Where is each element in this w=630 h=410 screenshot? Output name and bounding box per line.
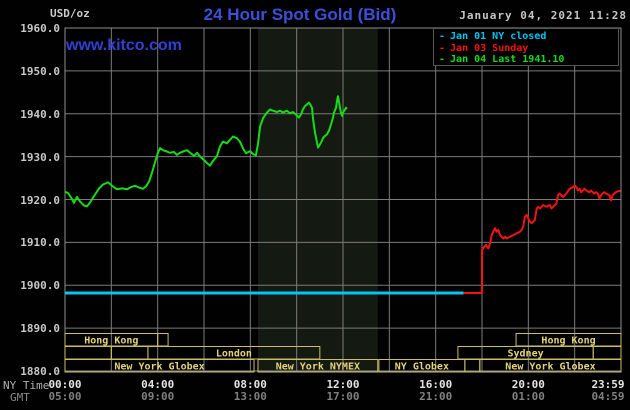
x-tick-ny-time: 08:00 (233, 378, 267, 391)
y-tick-label: 1960.0 (20, 22, 60, 35)
x-tick-gmt: 05:00 (48, 390, 82, 403)
session-box-unlabeled (64, 346, 112, 360)
datetime-label: January 04, 2021 11:28 (459, 9, 627, 22)
x-tick-gmt: 09:00 (141, 390, 175, 403)
session-label: London (216, 349, 252, 360)
legend-item: - Jan 01 NY closed (439, 31, 618, 42)
series-jan04-current-line (64, 95, 348, 208)
x-tick-ny-time: 12:00 (326, 378, 360, 391)
x-tick-gmt: 04:59 (591, 390, 625, 403)
plot-frame (64, 27, 622, 372)
y-tick-label: 1910.0 (20, 236, 60, 250)
legend-label: Jan 04 Last 1941.10 (450, 54, 565, 65)
x-tick-ny-time: 16:00 (419, 378, 453, 391)
x-tick-ny-time: 20:00 (511, 378, 545, 391)
session-label: Hong Kong (541, 336, 595, 347)
y-tick-label: 1900.0 (20, 279, 60, 293)
session-label: New York NYMEX (276, 362, 360, 373)
session-label: New York Globex (505, 362, 595, 373)
units-label: USD/oz (50, 7, 90, 20)
session-label: Sydney (507, 349, 543, 360)
session-box-new-york-globex (64, 359, 255, 373)
legend-label: Jan 03 Sunday (450, 42, 529, 54)
x-tick-ny-time: 23:59 (591, 378, 625, 391)
x-tick-ny-time: 00:00 (48, 378, 82, 391)
legend-item: - Jan 04 Last 1941.10 (439, 54, 618, 65)
legend-swatch-icon: - (439, 54, 446, 65)
page-title: 24 Hour Spot Gold (Bid) (203, 5, 397, 24)
session-box-unlabeled (464, 359, 481, 373)
x-tick-gmt: 13:00 (233, 390, 267, 403)
x-tick-gmt: 17:00 (326, 390, 360, 403)
legend-item: - Jan 03 Sunday (439, 43, 618, 54)
session-box-unlabeled (110, 346, 149, 360)
legend-swatch-icon: - (439, 31, 446, 42)
legend-swatch-icon: - (439, 42, 446, 54)
y-tick-label: 1930.0 (20, 150, 60, 164)
y-tick-label: 1920.0 (20, 193, 60, 207)
x-tick-ny-time: 04:00 (141, 378, 175, 391)
session-box-new-york-globex (479, 359, 622, 373)
session-box-new-york-nymex (257, 359, 379, 373)
x-tick-gmt: 01:00 (511, 390, 545, 403)
series-jan03-sunday-line (463, 184, 621, 294)
session-label: NY Globex (395, 362, 449, 373)
session-box-unlabeled (157, 333, 169, 347)
legend-label: Jan 01 NY closed (450, 31, 547, 42)
kitco-watermark-link[interactable]: www.kitco.com (66, 37, 182, 54)
session-label: New York Globex (114, 362, 204, 373)
gmt-axis-label: GMT (10, 391, 30, 404)
session-box-unlabeled (592, 346, 622, 360)
session-label: Hong Kong (84, 336, 138, 347)
legend: - Jan 01 NY closed - Jan 03 Sunday - Jan 04 L… (433, 28, 619, 66)
x-tick-gmt: 21:00 (419, 390, 453, 403)
y-tick-label: 1890.0 (20, 322, 60, 336)
ny-time-axis-label: NY Time (3, 379, 50, 392)
y-tick-label: 1880.0 (20, 365, 60, 378)
y-tick-label: 1950.0 (20, 64, 60, 78)
y-tick-label: 1940.0 (20, 107, 60, 121)
